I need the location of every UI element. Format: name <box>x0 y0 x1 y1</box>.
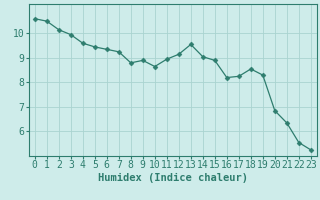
X-axis label: Humidex (Indice chaleur): Humidex (Indice chaleur) <box>98 173 248 183</box>
